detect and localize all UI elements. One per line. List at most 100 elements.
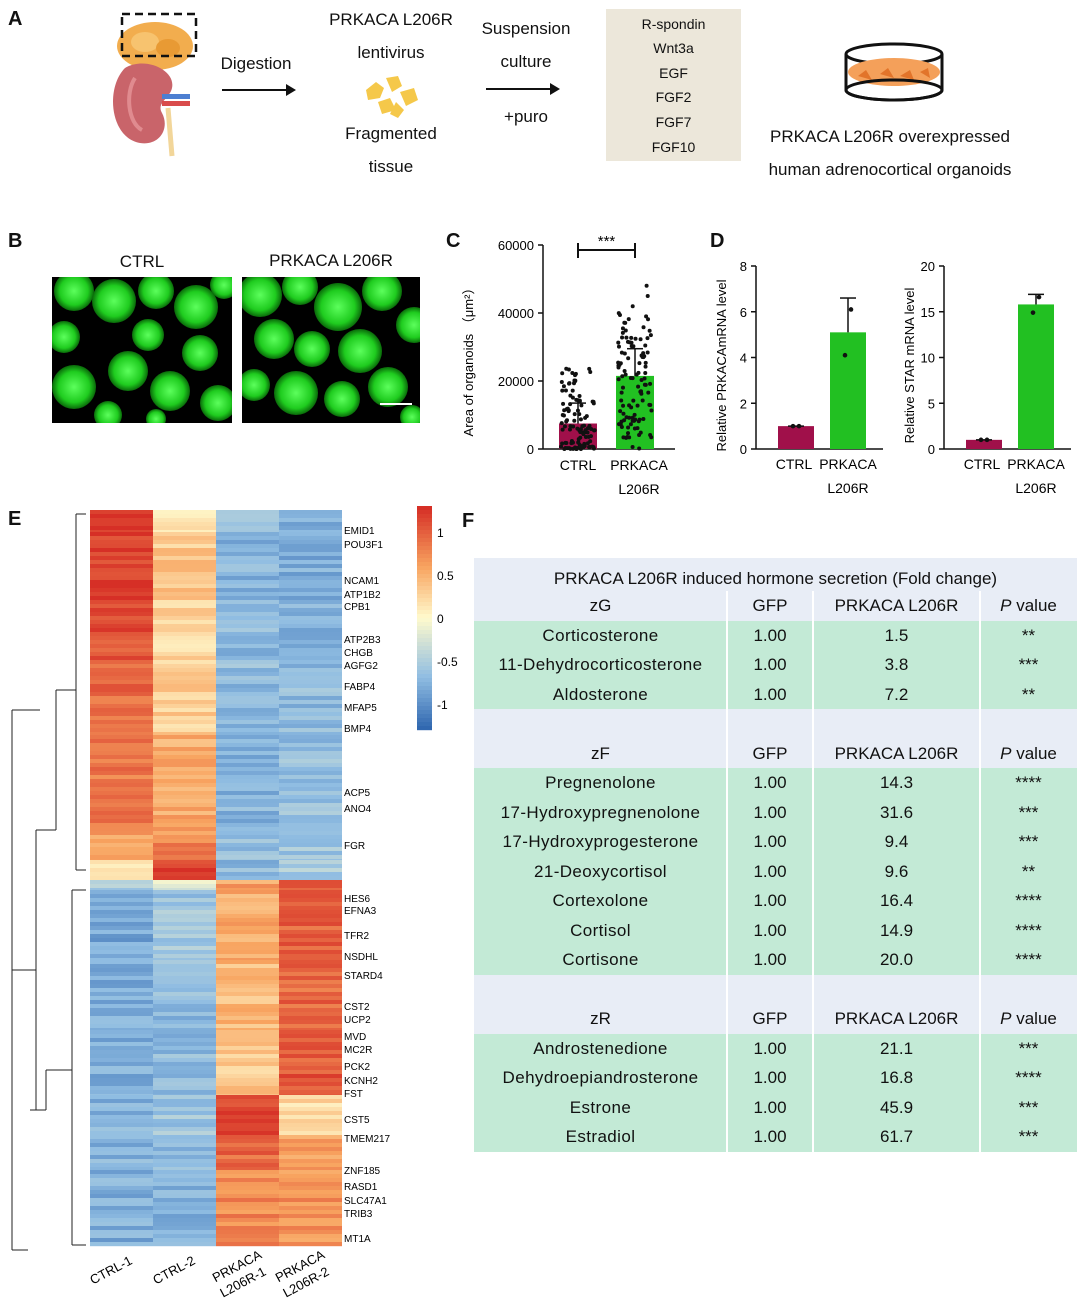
hormone-name: Cortisol xyxy=(570,920,631,940)
data-point xyxy=(645,294,650,298)
heatmap-cell xyxy=(279,510,342,515)
heatmap-cell xyxy=(216,1050,279,1055)
puro-label: +puro xyxy=(504,107,548,126)
gene-label: FGR xyxy=(344,841,365,852)
heatmap-cell xyxy=(279,795,342,800)
heatmap-cell xyxy=(90,522,153,527)
data-point xyxy=(561,384,566,389)
data-point xyxy=(592,428,597,433)
column-divider xyxy=(726,738,728,768)
heatmap-cell xyxy=(153,522,216,527)
heatmap-cell xyxy=(279,779,342,784)
heatmap-cell xyxy=(216,1042,279,1047)
x-tick-label-ctrl: CTRL xyxy=(560,457,597,473)
scale-segment xyxy=(417,710,432,715)
heatmap-cell xyxy=(279,972,342,977)
hormone-name: 17-Hydroxypregnenolone xyxy=(500,802,701,822)
gene-label: POU3F1 xyxy=(344,540,383,551)
heatmap-cell xyxy=(279,739,342,744)
heatmap-cell xyxy=(216,1174,279,1179)
y-axis-label: Area of organoids （μm²） xyxy=(461,282,476,437)
heatmap-cell xyxy=(216,1070,279,1075)
heatmap-cell xyxy=(153,664,216,669)
heatmap-cell xyxy=(90,1024,153,1029)
heatmap-cell xyxy=(279,572,342,577)
heatmap-cell xyxy=(216,648,279,653)
heatmap-cell xyxy=(90,1170,153,1175)
heatmap-cell xyxy=(90,890,153,895)
heatmap-cell xyxy=(153,894,216,899)
heatmap-cell xyxy=(216,860,279,865)
gfp-value: 1.00 xyxy=(753,861,787,881)
heatmap-cell xyxy=(153,1004,216,1009)
bar-0 xyxy=(966,439,1002,449)
scale-segment xyxy=(417,726,432,731)
heatmap-cell xyxy=(153,860,216,865)
heatmap-cell xyxy=(153,811,216,816)
heatmap-cell xyxy=(216,831,279,836)
heatmap-cell xyxy=(279,976,342,981)
heatmap-cell xyxy=(216,1066,279,1071)
zone-name: zR xyxy=(590,1009,611,1028)
heatmap-cell xyxy=(216,1163,279,1168)
fold-change-value: 31.6 xyxy=(879,802,914,822)
heatmap-cell xyxy=(153,732,216,737)
heatmap-cell xyxy=(216,532,279,537)
data-point xyxy=(1030,310,1036,315)
scale-segment xyxy=(417,694,432,699)
suspension-line1: Suspension xyxy=(481,19,571,38)
heatmap-cell xyxy=(216,942,279,947)
heatmap-cell xyxy=(216,1107,279,1112)
gene-label: TMEM217 xyxy=(344,1134,391,1145)
heatmap-cell xyxy=(153,1107,216,1112)
heatmap-cell xyxy=(279,648,342,653)
heatmap-cell xyxy=(216,676,279,681)
heatmap-cell xyxy=(279,839,342,844)
heatmap-cell xyxy=(216,839,279,844)
heatmap-cell xyxy=(90,724,153,729)
scale-label: 1 xyxy=(437,526,444,540)
heatmap-cell xyxy=(90,1131,153,1136)
heatmap-cell xyxy=(90,1242,153,1247)
heatmap-cell xyxy=(153,728,216,733)
data-point xyxy=(616,377,621,382)
data-point xyxy=(630,376,635,381)
scale-segment xyxy=(417,638,432,643)
heatmap-cell xyxy=(153,1202,216,1207)
heatmap-cell xyxy=(90,960,153,965)
heatmap-cell xyxy=(153,946,216,951)
heatmap-cell xyxy=(153,628,216,633)
heatmap-cell xyxy=(279,532,342,537)
heatmap-cell xyxy=(216,922,279,927)
heatmap-cell xyxy=(90,739,153,744)
heatmap-cell xyxy=(153,831,216,836)
gene-label: NCAM1 xyxy=(344,576,379,587)
heatmap-cell xyxy=(90,620,153,625)
heatmap-cell xyxy=(153,1178,216,1183)
heatmap-cell xyxy=(279,514,342,519)
heatmap-cell xyxy=(90,902,153,907)
heatmap-cell xyxy=(216,1155,279,1160)
heatmap-cell xyxy=(90,946,153,951)
heatmap-cell xyxy=(153,1226,216,1231)
heatmap-cell xyxy=(153,872,216,877)
data-point xyxy=(583,428,588,433)
heatmap-cell xyxy=(90,728,153,733)
heatmap-cell xyxy=(216,1034,279,1039)
heatmap-cell xyxy=(216,747,279,752)
gfp-value: 1.00 xyxy=(753,1127,787,1146)
heatmap-cell xyxy=(216,1210,279,1215)
gene-label: CST5 xyxy=(344,1115,370,1126)
gene-label: ZNF185 xyxy=(344,1166,381,1177)
heatmap-cell xyxy=(279,968,342,973)
heatmap-cell xyxy=(279,827,342,832)
data-point xyxy=(620,326,625,331)
data-point xyxy=(559,444,564,449)
data-point xyxy=(576,440,581,445)
gene-label: KCNH2 xyxy=(344,1076,378,1087)
heatmap-cell xyxy=(216,644,279,649)
zone-header-row: zF GFP PRKACA L206R P value xyxy=(474,738,1077,768)
heatmap-cell xyxy=(153,1082,216,1087)
heatmap-cell xyxy=(216,1090,279,1095)
heatmap-cell xyxy=(279,1186,342,1191)
